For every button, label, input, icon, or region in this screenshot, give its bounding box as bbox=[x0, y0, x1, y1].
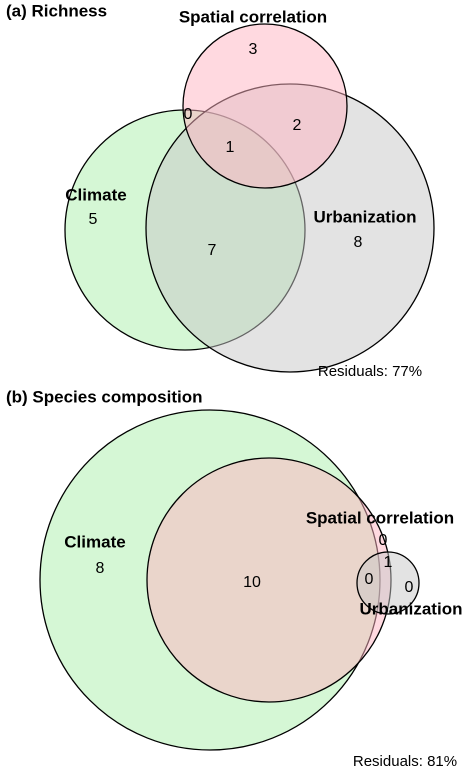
urbanization-circle bbox=[356, 551, 420, 615]
spatial-circle bbox=[182, 23, 348, 189]
set-label: Spatial correlation bbox=[179, 7, 327, 26]
set-label: Urbanization bbox=[314, 207, 417, 226]
region-value: 3 bbox=[249, 41, 258, 58]
region-value: 0 bbox=[405, 579, 414, 596]
panel-title: (b) Species composition bbox=[6, 387, 202, 406]
set-label: Spatial correlation bbox=[306, 508, 454, 527]
region-value: 1 bbox=[226, 139, 235, 156]
region-value: 8 bbox=[96, 560, 105, 577]
region-value: 10 bbox=[243, 574, 261, 591]
set-label: Climate bbox=[65, 185, 126, 204]
region-value: 0 bbox=[379, 532, 388, 549]
residuals: Residuals: 77% bbox=[318, 363, 422, 380]
set-label: Urbanization bbox=[360, 599, 463, 618]
region-value: 8 bbox=[354, 234, 363, 251]
region-value: 0 bbox=[184, 106, 193, 123]
set-label: Climate bbox=[64, 532, 125, 551]
region-value: 7 bbox=[208, 242, 217, 259]
residuals: Residuals: 81% bbox=[353, 753, 457, 770]
region-value: 1 bbox=[384, 554, 393, 571]
region-value: 2 bbox=[293, 117, 302, 134]
region-value: 5 bbox=[89, 211, 98, 228]
spatial-circle bbox=[146, 457, 392, 703]
panel-title: (a) Richness bbox=[6, 1, 107, 20]
region-value: 0 bbox=[365, 571, 374, 588]
